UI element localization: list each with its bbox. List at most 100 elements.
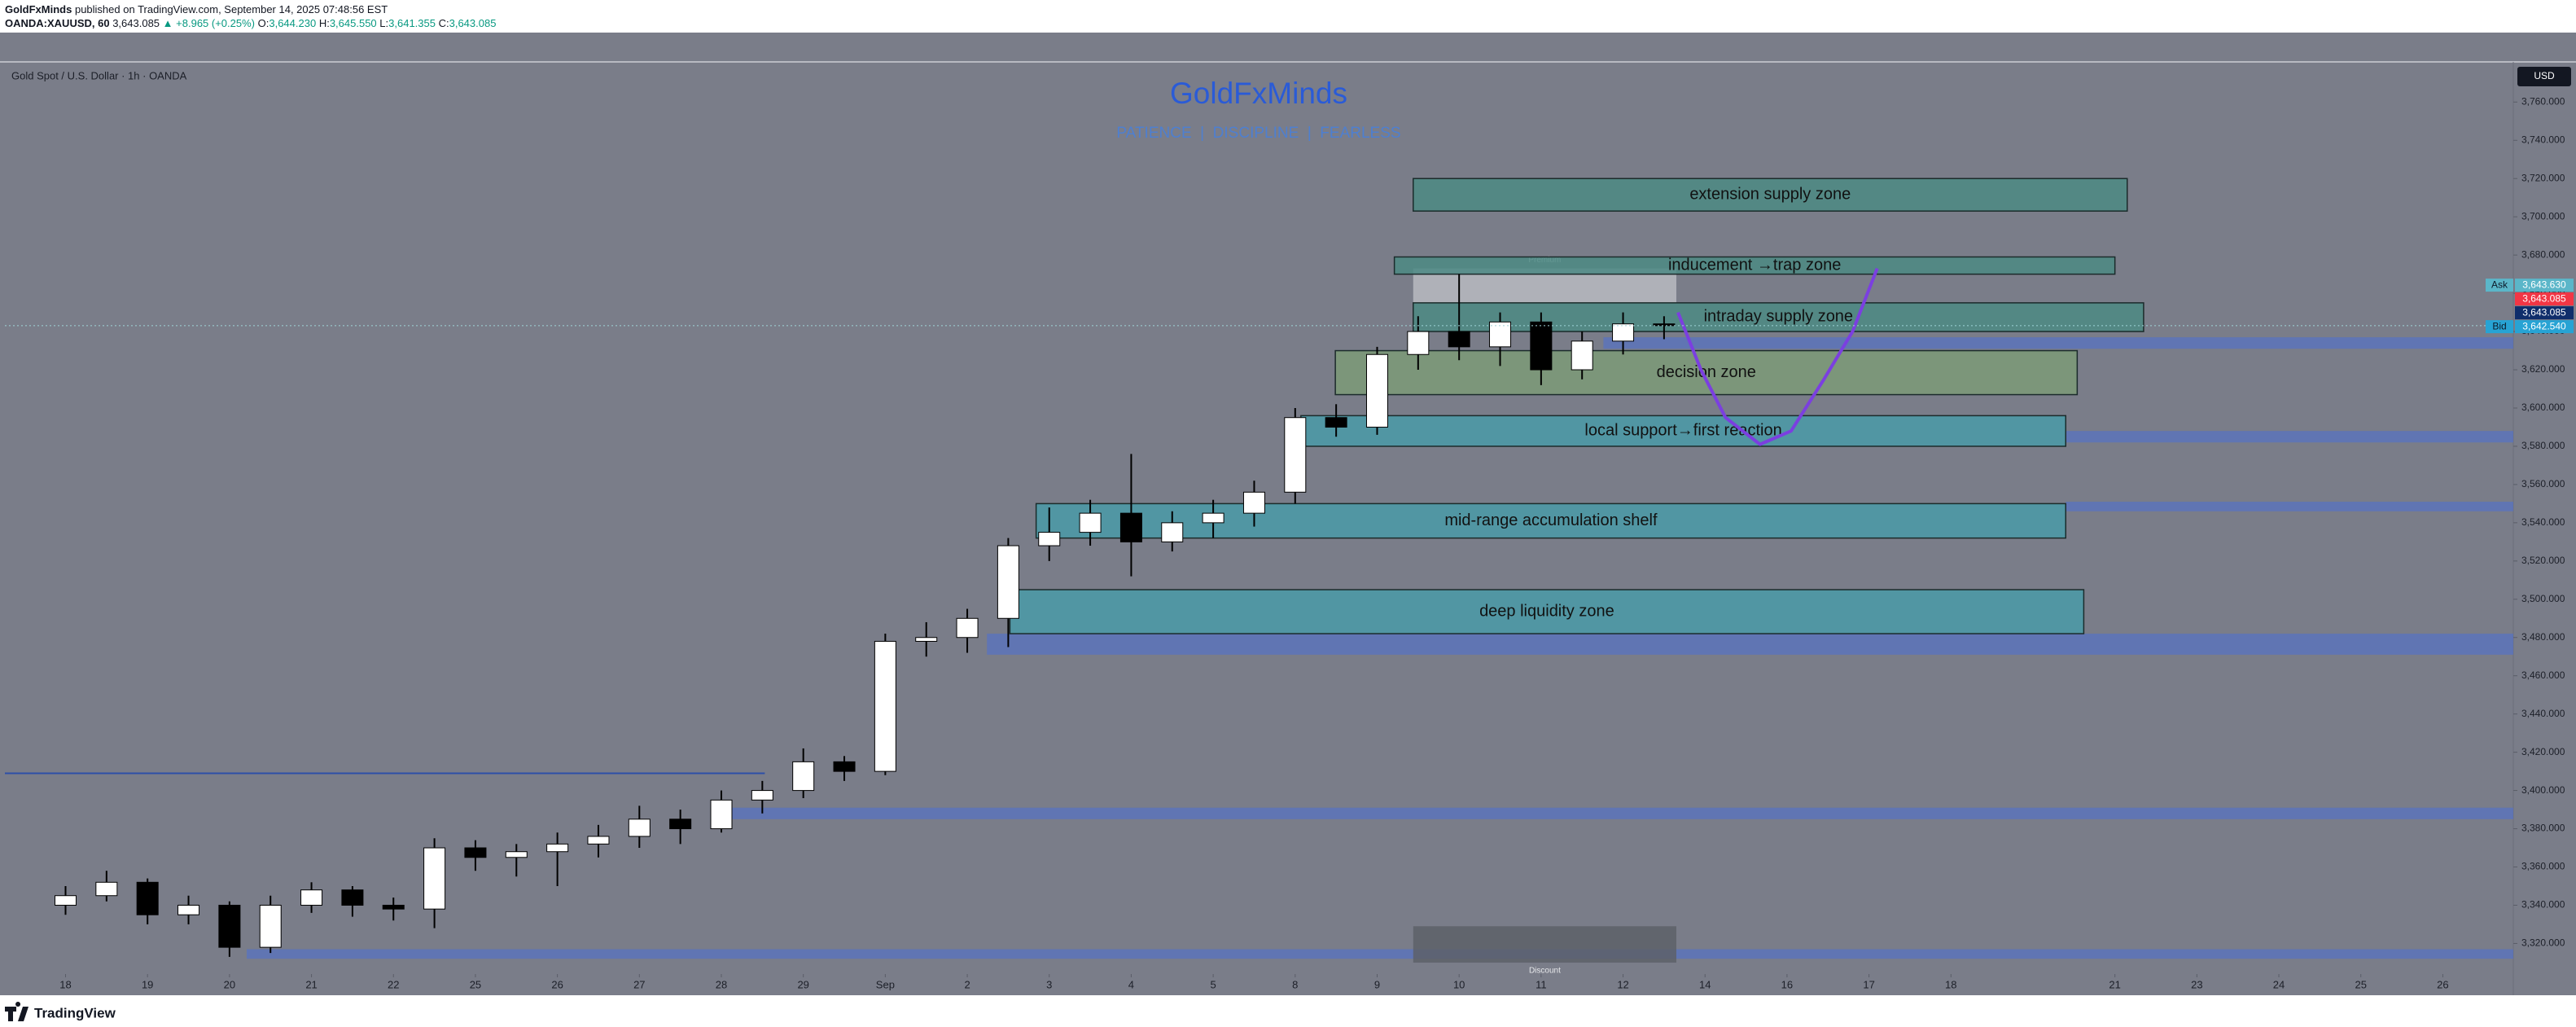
candle-body bbox=[956, 617, 979, 639]
candle-body bbox=[95, 881, 118, 897]
ohlc-value: 3,643.085 bbox=[449, 17, 497, 29]
y-tick-label: 3,700.000 bbox=[2521, 210, 2565, 222]
ohlc-label: L: bbox=[379, 17, 389, 29]
zone bbox=[1300, 415, 2067, 447]
ohlc: O:3,644.230 H:3,645.550 L:3,641.355 C:3,… bbox=[258, 17, 497, 29]
price-label-name-box bbox=[2486, 279, 2513, 292]
candle-body bbox=[1530, 321, 1553, 371]
ohlc-label: H: bbox=[318, 17, 330, 29]
x-tick-label: 17 bbox=[1863, 978, 1874, 990]
candle-body bbox=[587, 836, 610, 845]
x-tick-label: 28 bbox=[716, 978, 727, 990]
y-tick-label: 3,720.000 bbox=[2521, 172, 2565, 183]
candle-body bbox=[1079, 512, 1102, 533]
y-tick-label: 3,320.000 bbox=[2521, 937, 2565, 949]
ohlc-value: 3,644.230 bbox=[269, 17, 317, 29]
candle-body bbox=[1365, 353, 1388, 428]
candle-body bbox=[1161, 522, 1184, 542]
zone bbox=[1413, 178, 2128, 212]
currency-box bbox=[2517, 67, 2571, 86]
candle-body bbox=[55, 895, 77, 906]
candle-body bbox=[997, 545, 1019, 619]
y-tick-label: 3,600.000 bbox=[2521, 402, 2565, 413]
y-tick-label: 3,520.000 bbox=[2521, 555, 2565, 566]
candle-body bbox=[177, 904, 200, 915]
x-tick-label: 23 bbox=[2191, 978, 2202, 990]
x-tick-label: 10 bbox=[1453, 978, 1465, 990]
zone bbox=[1009, 589, 2085, 634]
x-tick-label: 22 bbox=[388, 978, 399, 990]
y-tick-label: 3,440.000 bbox=[2521, 708, 2565, 719]
candle-body bbox=[218, 904, 241, 948]
y-tick-label: 3,680.000 bbox=[2521, 248, 2565, 260]
price-label-box bbox=[2515, 306, 2574, 320]
candle-body bbox=[464, 847, 487, 858]
x-tick-label: 21 bbox=[2109, 978, 2120, 990]
zone-label: deep liquidity zone bbox=[1479, 602, 1614, 620]
ohlc-value: 3,645.550 bbox=[329, 17, 377, 29]
candle-body bbox=[1489, 321, 1512, 348]
tagline: PATIENCE | DISCIPLINE | FEARLESS bbox=[1116, 125, 1400, 142]
candle-body bbox=[874, 640, 896, 772]
zone-label: extension supply zone bbox=[1689, 185, 1851, 203]
y-tick-label: 3,540.000 bbox=[2521, 516, 2565, 528]
projection-path bbox=[1676, 267, 1879, 446]
candle-body bbox=[1325, 417, 1347, 428]
y-tick-label: 3,580.000 bbox=[2521, 440, 2565, 451]
zone-label: intraday supply zone bbox=[1704, 308, 1853, 326]
candle-body bbox=[669, 819, 692, 830]
candle-body bbox=[1119, 512, 1142, 542]
candle-body bbox=[136, 881, 159, 915]
zone-label: mid-range accumulation shelf bbox=[1444, 511, 1658, 529]
y-tick-label: 3,360.000 bbox=[2521, 861, 2565, 872]
ohlc-label: C: bbox=[438, 17, 449, 29]
y-tick-label: 3,760.000 bbox=[2521, 95, 2565, 107]
x-tick-label: 20 bbox=[224, 978, 235, 990]
candle-body bbox=[300, 889, 323, 906]
candle-body bbox=[915, 637, 938, 642]
candle-body bbox=[505, 851, 528, 858]
candle-body bbox=[792, 761, 815, 792]
y-tick-label: 3,480.000 bbox=[2521, 631, 2565, 643]
candle-body bbox=[1448, 331, 1470, 348]
x-tick-label: 24 bbox=[2273, 978, 2285, 990]
candle-body bbox=[341, 889, 364, 906]
symbol-label: Gold Spot / U.S. Dollar · 1h · OANDA bbox=[11, 69, 187, 81]
x-tick-label: 25 bbox=[470, 978, 481, 990]
ohlc-value: 3,641.355 bbox=[388, 17, 436, 29]
candle-body bbox=[1407, 331, 1430, 355]
x-tick-label: 14 bbox=[1699, 978, 1711, 990]
candle-body bbox=[1571, 340, 1593, 371]
x-tick-label: 9 bbox=[1374, 978, 1380, 990]
candle-body bbox=[259, 904, 282, 948]
header-line-1: GoldFxMinds published on TradingView.com… bbox=[5, 3, 388, 15]
zone-label: Discount bbox=[1529, 967, 1561, 976]
y-tick-label: 3,500.000 bbox=[2521, 593, 2565, 604]
y-tick-label: 3,340.000 bbox=[2521, 899, 2565, 911]
y-tick-label: 3,380.000 bbox=[2521, 823, 2565, 834]
liquidity-band bbox=[724, 807, 2513, 819]
zone-label: local support→first reaction bbox=[1584, 421, 1781, 439]
liquidity-band bbox=[2066, 431, 2513, 443]
x-tick-label: 27 bbox=[633, 978, 645, 990]
price-label-name: Bid bbox=[2492, 320, 2506, 331]
x-tick-label: Sep bbox=[876, 978, 895, 990]
x-tick-label: 18 bbox=[1945, 978, 1956, 990]
zone bbox=[1393, 256, 2116, 275]
candle-body bbox=[1612, 323, 1635, 342]
liquidity-band bbox=[2066, 502, 2513, 511]
candle-body bbox=[710, 799, 733, 830]
x-tick-label: 19 bbox=[142, 978, 153, 990]
zone bbox=[1413, 926, 1676, 963]
candle-body bbox=[1242, 491, 1265, 514]
last-price: 3,643.085 bbox=[112, 17, 160, 29]
x-tick-label: 26 bbox=[2437, 978, 2448, 990]
price-label-box bbox=[2515, 279, 2574, 292]
price-label: 3,643.085 bbox=[2522, 292, 2566, 304]
price-label-name: Ask bbox=[2491, 279, 2508, 290]
candle-body bbox=[546, 843, 569, 853]
candle-body bbox=[1284, 417, 1307, 493]
change: ▲ +8.965 (+0.25%) bbox=[162, 17, 255, 29]
footer-brand: TradingView bbox=[34, 1005, 116, 1020]
